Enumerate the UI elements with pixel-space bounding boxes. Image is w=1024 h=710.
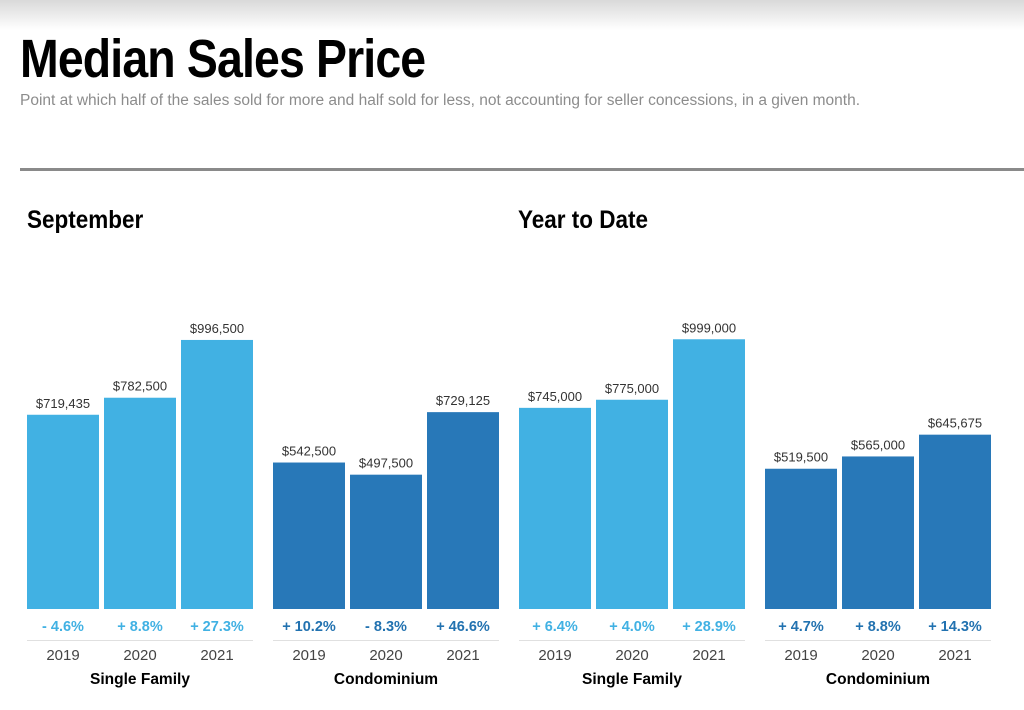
change-label-single-family-2020: + 8.8% (117, 619, 163, 635)
group-separator-single-family (27, 640, 253, 641)
group-label-condominium: Condominium (826, 671, 930, 688)
bar-single-family-2021 (673, 339, 745, 609)
top-fade (0, 0, 1024, 30)
change-label-single-family-2020: + 4.0% (609, 619, 655, 635)
change-label-single-family-2019: - 4.6% (42, 619, 84, 635)
year-tick-single-family-2021: 2021 (200, 647, 233, 664)
change-label-single-family-2019: + 6.4% (532, 619, 578, 635)
page-title: Median Sales Price (20, 29, 426, 89)
group-separator-condominium (765, 640, 991, 641)
value-label-single-family-2020: $782,500 (113, 379, 167, 394)
change-label-condominium-2019: + 10.2% (282, 619, 336, 635)
value-label-condominium-2020: $497,500 (359, 456, 413, 471)
change-label-single-family-2021: + 27.3% (190, 619, 244, 635)
value-label-single-family-2019: $719,435 (36, 396, 90, 411)
change-label-condominium-2020: - 8.3% (365, 619, 407, 635)
change-label-condominium-2021: + 14.3% (928, 619, 982, 635)
year-tick-condominium-2021: 2021 (938, 647, 971, 664)
year-tick-condominium-2019: 2019 (784, 647, 817, 664)
page-subtitle: Point at which half of the sales sold fo… (20, 92, 861, 109)
year-tick-condominium-2020: 2020 (369, 647, 402, 664)
bar-single-family-2019 (27, 414, 99, 609)
bar-single-family-2020 (104, 397, 176, 609)
year-tick-single-family-2020: 2020 (123, 647, 156, 664)
bar-condominium-2021 (427, 412, 499, 609)
group-separator-condominium (273, 640, 499, 641)
bar-condominium-2020 (350, 474, 422, 609)
year-tick-single-family-2020: 2020 (615, 647, 648, 664)
bar-single-family-2020 (596, 399, 668, 609)
year-tick-single-family-2019: 2019 (46, 647, 79, 664)
year-tick-single-family-2019: 2019 (538, 647, 571, 664)
value-label-condominium-2021: $729,125 (436, 393, 490, 408)
value-label-single-family-2021: $996,500 (190, 321, 244, 336)
bar-single-family-2021 (181, 339, 253, 609)
value-label-condominium-2019: $519,500 (774, 450, 828, 465)
value-label-single-family-2019: $745,000 (528, 389, 582, 404)
value-label-condominium-2020: $565,000 (851, 437, 905, 452)
value-label-condominium-2021: $645,675 (928, 416, 982, 431)
value-label-single-family-2020: $775,000 (605, 381, 659, 396)
year-tick-condominium-2020: 2020 (861, 647, 894, 664)
bar-condominium-2019 (273, 462, 345, 609)
year-tick-single-family-2021: 2021 (692, 647, 725, 664)
change-label-condominium-2020: + 8.8% (855, 619, 901, 635)
group-label-single-family: Single Family (582, 671, 682, 688)
year-tick-condominium-2019: 2019 (292, 647, 325, 664)
bar-condominium-2021 (919, 434, 991, 609)
bar-condominium-2020 (842, 456, 914, 609)
value-label-single-family-2021: $999,000 (682, 320, 736, 335)
panel-title-year-to-date: Year to Date (518, 206, 649, 234)
header-divider (20, 168, 1024, 171)
bar-single-family-2019 (519, 407, 591, 609)
group-separator-single-family (519, 640, 745, 641)
value-label-condominium-2019: $542,500 (282, 444, 336, 459)
bar-condominium-2019 (765, 468, 837, 609)
group-label-single-family: Single Family (90, 671, 190, 688)
change-label-condominium-2019: + 4.7% (778, 619, 824, 635)
change-label-single-family-2021: + 28.9% (682, 619, 736, 635)
year-tick-condominium-2021: 2021 (446, 647, 479, 664)
change-label-condominium-2021: + 46.6% (436, 619, 490, 635)
group-label-condominium: Condominium (334, 671, 438, 688)
panel-title-september: September (27, 206, 144, 234)
